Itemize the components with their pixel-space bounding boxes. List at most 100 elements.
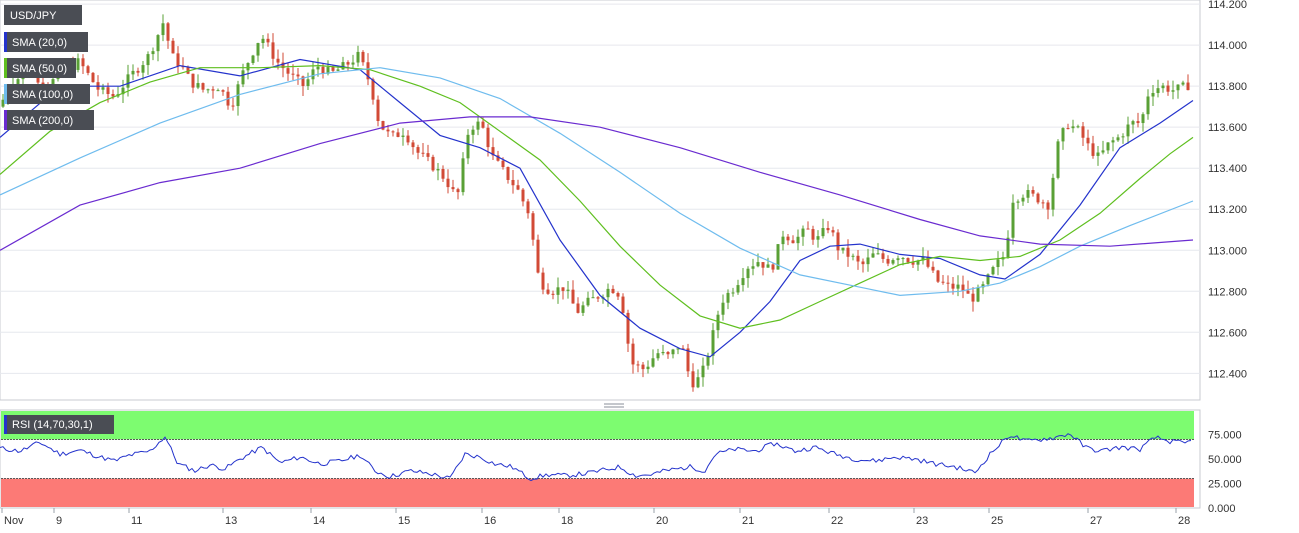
candle-body [666,351,670,355]
candle-body [326,67,330,74]
candle [1136,112,1140,128]
panel-resize-handle[interactable] [604,403,624,408]
candle-body [576,303,580,313]
candle-body [141,65,145,73]
candle [1081,122,1085,146]
indicator-color-swatch [4,58,7,78]
sma-50-line [0,64,1194,329]
candle-body [701,365,705,378]
candle [526,198,530,219]
rsi-axis-ticks: 75.000 50.000 25.000 0.000 [1208,430,1242,516]
candle-body [671,349,675,355]
candle [606,283,610,307]
candle [566,280,570,299]
candle [1101,140,1105,155]
candle [536,234,540,274]
candle-body [961,284,965,291]
candle [561,287,565,300]
candle-body [1146,96,1150,115]
rsi-tick-label: 50.000 [1208,454,1242,466]
candle-body [1,99,5,107]
candle-body [591,297,595,299]
candle-body [996,259,1000,268]
candle-body [16,79,20,87]
candle-body [686,348,690,372]
candle-body [626,312,630,344]
candle-body [496,155,500,161]
candle [946,275,950,293]
time-tick-label: 21 [742,515,754,527]
symbol-badge: USD/JPY [4,5,82,25]
candle-body [456,189,460,193]
candle-body [936,270,940,282]
candle-body [1186,82,1190,91]
candle-body [1061,128,1065,142]
time-tick-label: 16 [484,515,496,527]
candle-body [1101,150,1105,153]
candle-body [351,62,355,65]
candle [426,144,430,162]
candle-body [376,99,380,122]
candle [941,274,945,285]
candle [631,338,635,374]
candle-body [1171,90,1175,92]
candle [1176,84,1180,99]
candle-body [1011,202,1015,238]
candle-body [876,253,880,255]
candle [121,79,125,103]
candle-body [451,187,455,190]
candle [821,218,825,239]
candle [231,97,235,111]
candle [761,261,765,276]
candle-body [731,292,735,294]
candle-body [546,289,550,294]
candle-body [771,264,775,270]
candle-body [851,255,855,257]
candle [246,62,250,80]
candle [1141,112,1145,132]
candle [686,343,690,377]
candle-body [426,153,430,157]
price-tick-label: 113.200 [1208,204,1247,216]
candle-body [526,201,530,214]
candle-body [1031,190,1035,194]
candle [1056,139,1060,180]
candle-body [301,76,305,86]
indicator-color-swatch [4,110,7,130]
candle-body [156,35,160,52]
candle-body [1116,137,1120,141]
rsi-zones [1,411,1194,507]
candle-body [881,253,885,259]
candle [881,248,885,263]
candle-body [111,93,115,97]
candle [1146,89,1150,120]
candle-body [1156,88,1160,94]
candle [431,154,435,172]
candle-body [281,62,285,69]
candle-body [611,288,615,294]
candle-body [1096,152,1100,156]
candle [151,47,155,61]
candle-body [466,134,470,159]
candle [661,344,665,356]
candle [556,277,560,304]
candle-body [421,152,425,154]
candle-body [696,377,700,388]
indicator-badge-bg [4,58,76,78]
candle [646,360,650,374]
candle [801,225,805,246]
candle [161,14,165,42]
candle-body [1086,137,1090,144]
candle [141,61,145,80]
candle [531,211,535,246]
time-tick-label: 15 [398,515,410,527]
candle-body [641,364,645,370]
candle-body [866,257,870,265]
time-tick-label: 22 [831,515,843,527]
candle-body [621,296,625,313]
candle-body [1056,141,1060,178]
candle-body [366,62,370,80]
candle [456,187,460,200]
candle-body [561,287,565,291]
candle [1026,184,1030,204]
